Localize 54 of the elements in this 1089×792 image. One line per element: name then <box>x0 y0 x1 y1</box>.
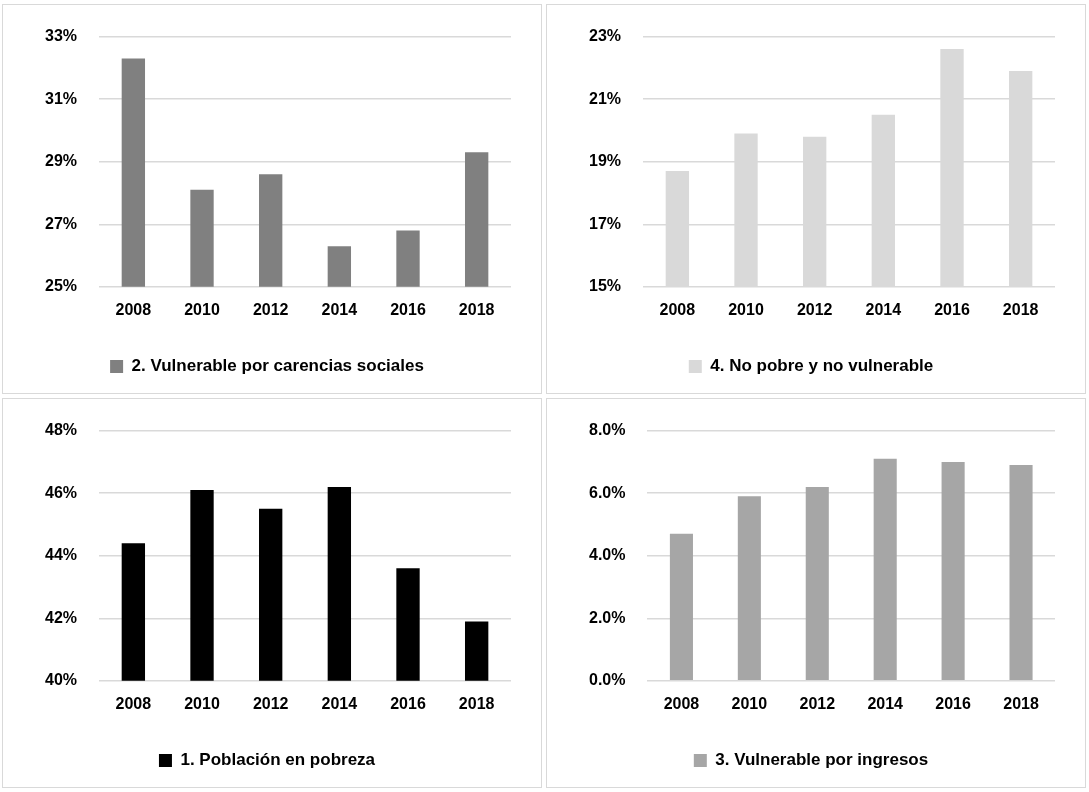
y-tick-label: 29% <box>44 152 78 170</box>
bar <box>737 496 761 681</box>
legend-label: 2. Vulnerable por carencias sociales <box>131 356 424 376</box>
x-tick-label: 2014 <box>867 694 904 712</box>
x-tick-label: 2016 <box>935 694 972 712</box>
x-tick-label: 2010 <box>184 694 220 712</box>
x-tick-label: 2016 <box>390 694 426 712</box>
x-tick-label: 2018 <box>458 694 495 712</box>
y-tick-label: 4.0% <box>589 546 626 564</box>
x-tick-label: 2016 <box>390 300 426 318</box>
y-tick-label: 31% <box>44 89 78 107</box>
legend-label: 1. Población en pobreza <box>180 750 376 770</box>
bar <box>873 458 897 681</box>
x-tick-label: 2012 <box>252 694 289 712</box>
x-tick-label: 2012 <box>252 300 289 318</box>
y-tick-label: 42% <box>44 608 78 626</box>
y-tick-label: 46% <box>44 483 78 501</box>
x-tick-label: 2010 <box>184 300 220 318</box>
y-tick-label: 15% <box>588 277 622 295</box>
y-tick-label: 2.0% <box>589 608 626 626</box>
y-tick-label: 27% <box>44 214 78 232</box>
y-tick-label: 6.0% <box>589 483 626 501</box>
x-tick-label: 2018 <box>458 300 495 318</box>
bar <box>941 461 965 681</box>
x-tick-label: 2014 <box>321 694 358 712</box>
bar <box>1009 465 1033 681</box>
bar <box>669 533 693 681</box>
x-tick-label: 2010 <box>731 694 768 712</box>
y-tick-label: 23% <box>588 27 622 45</box>
y-tick-label: 17% <box>588 214 622 232</box>
x-tick-label: 2018 <box>1003 694 1039 712</box>
legend-label: 3. Vulnerable por ingresos <box>715 750 929 770</box>
y-tick-label: 44% <box>44 546 78 564</box>
x-tick-label: 2012 <box>796 300 833 318</box>
x-tick-label: 2014 <box>321 300 358 318</box>
y-tick-label: 21% <box>588 89 622 107</box>
y-tick-label: 8.0% <box>589 421 626 439</box>
x-tick-label: 2014 <box>865 300 902 318</box>
x-tick-label: 2008 <box>115 300 152 318</box>
bar <box>805 486 829 681</box>
x-tick-label: 2012 <box>799 694 836 712</box>
y-tick-label: 25% <box>44 277 78 295</box>
y-tick-label: 19% <box>588 152 622 170</box>
x-tick-label: 2008 <box>663 694 700 712</box>
y-tick-label: 33% <box>44 27 78 45</box>
y-tick-label: 48% <box>44 421 78 439</box>
x-tick-label: 2008 <box>115 694 152 712</box>
y-tick-label: 40% <box>44 671 78 689</box>
x-tick-label: 2010 <box>728 300 764 318</box>
y-tick-label: 0.0% <box>589 671 626 689</box>
x-tick-label: 2008 <box>659 300 696 318</box>
x-tick-label: 2016 <box>934 300 970 318</box>
x-tick-label: 2018 <box>1002 300 1039 318</box>
legend-label: 4. No pobre y no vulnerable <box>710 356 934 376</box>
